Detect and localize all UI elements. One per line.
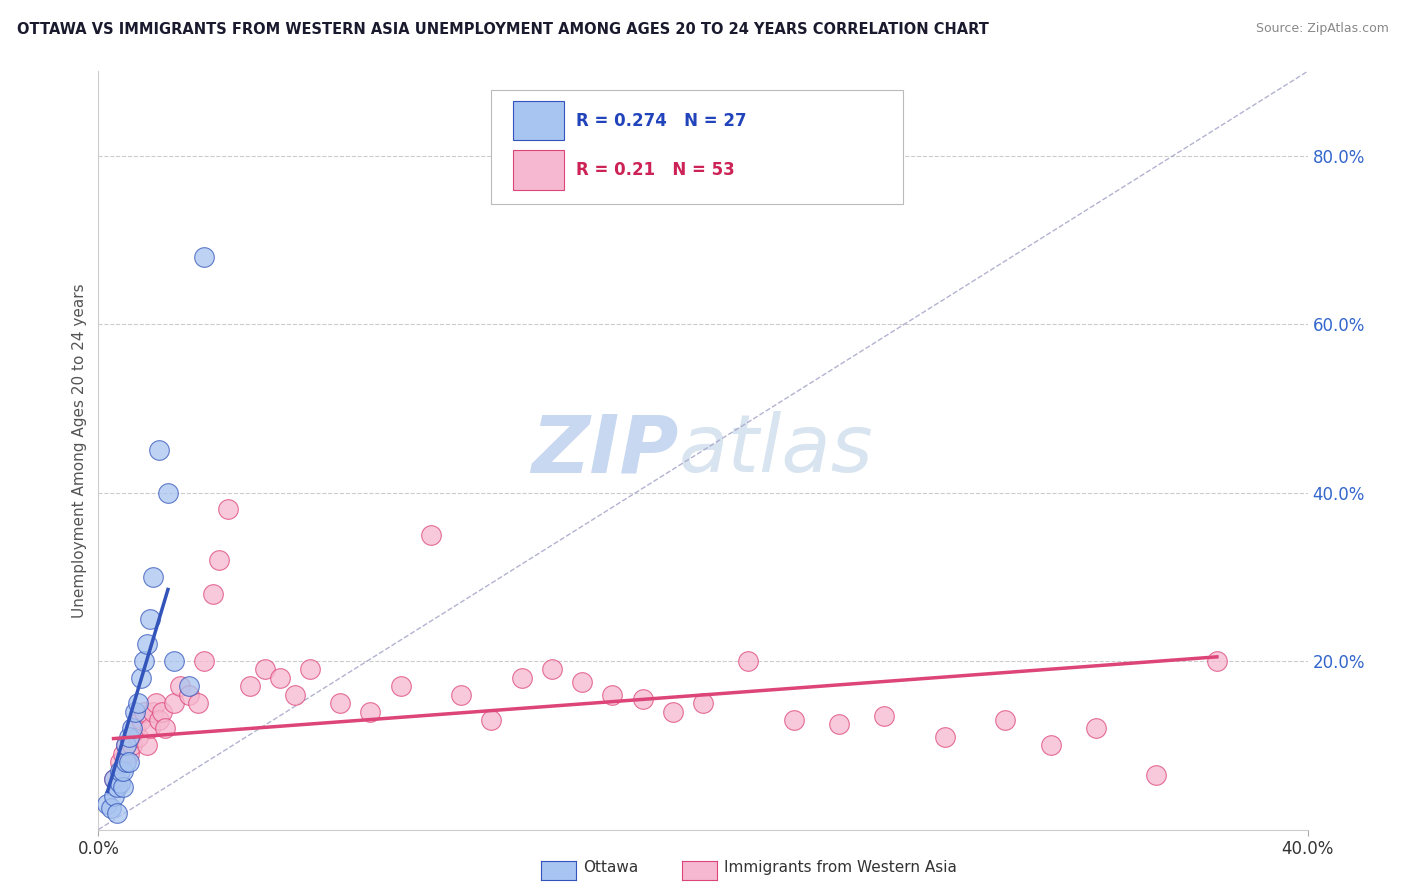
Point xyxy=(187,696,209,710)
Point xyxy=(239,679,262,693)
Point xyxy=(540,663,562,677)
Point xyxy=(118,730,141,744)
Point xyxy=(150,705,173,719)
Point xyxy=(132,705,155,719)
Point xyxy=(602,688,624,702)
Point xyxy=(1085,722,1108,736)
Point xyxy=(108,764,131,778)
Point xyxy=(124,722,146,736)
Point xyxy=(142,705,165,719)
Point xyxy=(139,722,162,736)
Point xyxy=(510,671,533,685)
Point xyxy=(121,739,143,753)
Point xyxy=(135,637,157,651)
Point xyxy=(934,730,956,744)
Text: Immigrants from Western Asia: Immigrants from Western Asia xyxy=(724,860,957,874)
FancyBboxPatch shape xyxy=(513,101,564,140)
Point xyxy=(299,663,322,677)
Point xyxy=(828,717,851,731)
Text: Ottawa: Ottawa xyxy=(583,860,638,874)
Point xyxy=(156,485,179,500)
Point xyxy=(163,654,186,668)
Text: R = 0.274   N = 27: R = 0.274 N = 27 xyxy=(576,112,747,129)
Point xyxy=(179,679,201,693)
Point xyxy=(179,688,201,702)
Point xyxy=(108,776,131,790)
Point xyxy=(108,755,131,769)
Point xyxy=(420,527,443,541)
Point xyxy=(118,755,141,769)
Point xyxy=(269,671,291,685)
Point xyxy=(111,747,134,761)
Point xyxy=(129,713,152,727)
Point xyxy=(389,679,412,693)
Point xyxy=(124,705,146,719)
FancyBboxPatch shape xyxy=(492,90,903,204)
FancyBboxPatch shape xyxy=(513,150,564,190)
Point xyxy=(96,797,118,812)
Point xyxy=(118,747,141,761)
Point xyxy=(193,654,215,668)
Point xyxy=(100,801,122,815)
Point xyxy=(202,587,225,601)
Point xyxy=(284,688,307,702)
Point xyxy=(1039,739,1062,753)
Point xyxy=(103,789,125,803)
Point xyxy=(127,730,149,744)
Point xyxy=(111,780,134,795)
Point xyxy=(208,553,231,567)
Point xyxy=(148,713,170,727)
Point xyxy=(153,722,176,736)
Point xyxy=(737,654,759,668)
Point xyxy=(129,671,152,685)
Point xyxy=(217,502,239,516)
Point xyxy=(1206,654,1229,668)
Text: atlas: atlas xyxy=(679,411,873,490)
Point xyxy=(692,696,714,710)
Point xyxy=(169,679,191,693)
Text: R = 0.21   N = 53: R = 0.21 N = 53 xyxy=(576,161,735,179)
Point xyxy=(661,705,683,719)
Point xyxy=(127,696,149,710)
Point xyxy=(450,688,472,702)
Text: OTTAWA VS IMMIGRANTS FROM WESTERN ASIA UNEMPLOYMENT AMONG AGES 20 TO 24 YEARS CO: OTTAWA VS IMMIGRANTS FROM WESTERN ASIA U… xyxy=(17,22,988,37)
Y-axis label: Unemployment Among Ages 20 to 24 years: Unemployment Among Ages 20 to 24 years xyxy=(72,283,87,618)
Point xyxy=(103,772,125,786)
Point xyxy=(1144,768,1167,782)
Point xyxy=(253,663,276,677)
Point xyxy=(114,739,136,753)
Point xyxy=(135,739,157,753)
Point xyxy=(571,675,593,690)
Point xyxy=(193,250,215,264)
Point xyxy=(148,443,170,458)
Point xyxy=(105,805,128,820)
Point xyxy=(105,780,128,795)
Text: Source: ZipAtlas.com: Source: ZipAtlas.com xyxy=(1256,22,1389,36)
Point xyxy=(163,696,186,710)
Point xyxy=(873,708,896,723)
Point xyxy=(132,654,155,668)
Point xyxy=(145,696,167,710)
Point xyxy=(139,612,162,626)
Point xyxy=(114,739,136,753)
Text: ZIP: ZIP xyxy=(531,411,679,490)
Point xyxy=(360,705,382,719)
Point xyxy=(994,713,1017,727)
Point xyxy=(142,570,165,584)
Point xyxy=(114,755,136,769)
Point xyxy=(783,713,806,727)
Point xyxy=(329,696,352,710)
Point xyxy=(103,772,125,786)
Point xyxy=(121,722,143,736)
Point xyxy=(481,713,503,727)
Point xyxy=(631,692,654,706)
Point xyxy=(111,764,134,778)
